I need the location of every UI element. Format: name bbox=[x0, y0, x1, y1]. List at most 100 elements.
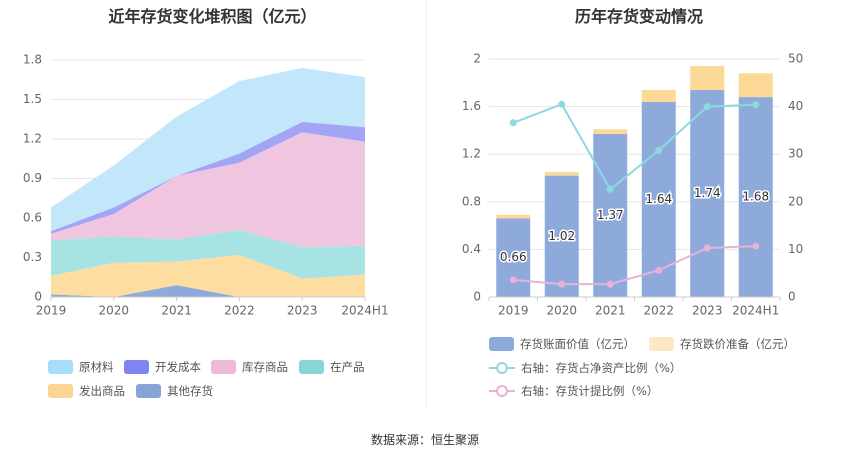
line-point bbox=[752, 242, 760, 250]
y-tick-label: 1.6 bbox=[462, 99, 481, 113]
area-其他存货 bbox=[51, 285, 365, 297]
legend-label: 原材料 bbox=[79, 360, 114, 374]
data-label: 1.64 bbox=[645, 192, 672, 206]
line-point bbox=[509, 276, 517, 284]
legend-item-other-inventory[interactable]: 其他存货 bbox=[136, 383, 213, 399]
y2-tick-label: 50 bbox=[788, 52, 803, 66]
legend-item-raw-material[interactable]: 原材料 bbox=[48, 359, 114, 375]
line-point bbox=[606, 185, 614, 193]
legend-item-wip[interactable]: 在产品 bbox=[299, 359, 365, 375]
x-tick-label: 2022 bbox=[643, 304, 674, 318]
legend-label: 其他存货 bbox=[167, 384, 213, 398]
legend-label: 在产品 bbox=[330, 360, 365, 374]
legend-label: 右轴：存货占净资产比例（%） bbox=[521, 361, 682, 375]
x-tick-label: 2023 bbox=[287, 304, 318, 318]
x-tick-label: 2020 bbox=[546, 304, 577, 318]
x-tick-label: 2023 bbox=[692, 304, 723, 318]
legend-label: 发出商品 bbox=[79, 384, 125, 398]
legend-swatch bbox=[136, 384, 161, 398]
legend-swatch bbox=[124, 360, 149, 374]
area-原材料 bbox=[51, 67, 365, 232]
y2-tick-label: 10 bbox=[788, 242, 803, 256]
y-tick-label: 0.6 bbox=[23, 211, 42, 225]
bar-book-value bbox=[593, 133, 628, 297]
data-label: 1.02 bbox=[548, 229, 575, 243]
y-tick-label: 1.2 bbox=[462, 147, 481, 161]
legend-swatch bbox=[299, 360, 324, 374]
bar-impairment bbox=[593, 129, 628, 134]
y-tick-label: 0.4 bbox=[462, 242, 481, 256]
line-point bbox=[606, 280, 614, 288]
y-tick-label: 0.9 bbox=[23, 171, 42, 185]
y-tick-label: 0.3 bbox=[23, 250, 42, 264]
y2-tick-label: 0 bbox=[788, 290, 796, 304]
legend-item-book-value[interactable]: 存货账面价值（亿元） bbox=[489, 336, 635, 352]
legend-swatch bbox=[48, 360, 73, 374]
line-point bbox=[655, 146, 663, 154]
legend-label: 库存商品 bbox=[242, 360, 288, 374]
bar-book-value bbox=[496, 218, 531, 297]
line-point bbox=[703, 103, 711, 111]
bar-impairment bbox=[690, 66, 725, 90]
y-tick-label: 0 bbox=[473, 290, 481, 304]
y2-tick-label: 30 bbox=[788, 147, 803, 161]
legend-line-marker bbox=[489, 384, 515, 398]
legend-item-finished-goods[interactable]: 库存商品 bbox=[211, 359, 288, 375]
legend-item-inventory-net-asset-ratio[interactable]: 右轴：存货占净资产比例（%） bbox=[489, 360, 681, 376]
legend-label: 右轴：存货计提比例（%） bbox=[521, 384, 659, 398]
bar-impairment bbox=[641, 89, 676, 102]
line-point bbox=[558, 280, 566, 288]
area-在产品 bbox=[51, 229, 365, 279]
y-tick-label: 0.8 bbox=[462, 194, 481, 208]
bar-impairment bbox=[738, 73, 773, 98]
x-tick-label: 2022 bbox=[224, 304, 255, 318]
legend-line-marker bbox=[489, 361, 515, 375]
y-tick-label: 1.5 bbox=[23, 92, 42, 106]
legend-swatch bbox=[211, 360, 236, 374]
area-开发成本 bbox=[51, 121, 365, 234]
x-tick-label: 2024H1 bbox=[341, 304, 388, 318]
data-label: 1.74 bbox=[694, 186, 721, 200]
line-point bbox=[752, 101, 760, 109]
bar-book-value bbox=[690, 89, 725, 297]
area-库存商品 bbox=[51, 132, 365, 247]
legend-swatch bbox=[649, 337, 674, 351]
y-tick-label: 1.2 bbox=[23, 132, 42, 146]
x-tick-label: 2020 bbox=[99, 304, 130, 318]
legend-label: 存货跌价准备（亿元） bbox=[680, 337, 795, 351]
legend-item-dev-cost[interactable]: 开发成本 bbox=[124, 359, 201, 375]
y2-tick-label: 20 bbox=[788, 194, 803, 208]
line-point bbox=[655, 266, 663, 274]
x-tick-label: 2021 bbox=[595, 304, 626, 318]
x-tick-label: 2021 bbox=[161, 304, 192, 318]
area-发出商品 bbox=[51, 254, 365, 297]
line-point bbox=[703, 244, 711, 252]
bar-impairment bbox=[544, 172, 579, 176]
x-tick-label: 2019 bbox=[36, 304, 67, 318]
legend-label: 存货账面价值（亿元） bbox=[520, 337, 635, 351]
x-tick-label: 2024H1 bbox=[732, 304, 779, 318]
x-tick-label: 2019 bbox=[498, 304, 529, 318]
legend-swatch bbox=[48, 384, 73, 398]
left-chart-title: 近年存货变化堆积图（亿元） bbox=[108, 7, 317, 26]
bar-book-value bbox=[544, 175, 579, 297]
legend-label: 开发成本 bbox=[155, 360, 201, 374]
y2-tick-label: 40 bbox=[788, 99, 803, 113]
line-右轴：存货占净资产比例（%） bbox=[512, 102, 756, 191]
data-label: 0.66 bbox=[500, 250, 527, 264]
legend-item-provision-ratio[interactable]: 右轴：存货计提比例（%） bbox=[489, 383, 658, 399]
line-point bbox=[509, 119, 517, 127]
panel-divider bbox=[426, 0, 427, 408]
y-tick-label: 0 bbox=[34, 290, 42, 304]
legend-item-goods-shipped[interactable]: 发出商品 bbox=[48, 383, 125, 399]
legend-swatch bbox=[489, 337, 514, 351]
y-tick-label: 1.8 bbox=[23, 53, 42, 67]
bar-book-value bbox=[738, 97, 773, 297]
data-label: 1.68 bbox=[742, 190, 769, 204]
line-右轴：存货计提比例（%） bbox=[513, 245, 756, 286]
legend-item-impairment[interactable]: 存货跌价准备（亿元） bbox=[649, 336, 795, 352]
line-point bbox=[558, 100, 566, 108]
data-source: 数据来源：恒生聚源 bbox=[370, 433, 479, 447]
bar-impairment bbox=[496, 214, 531, 219]
